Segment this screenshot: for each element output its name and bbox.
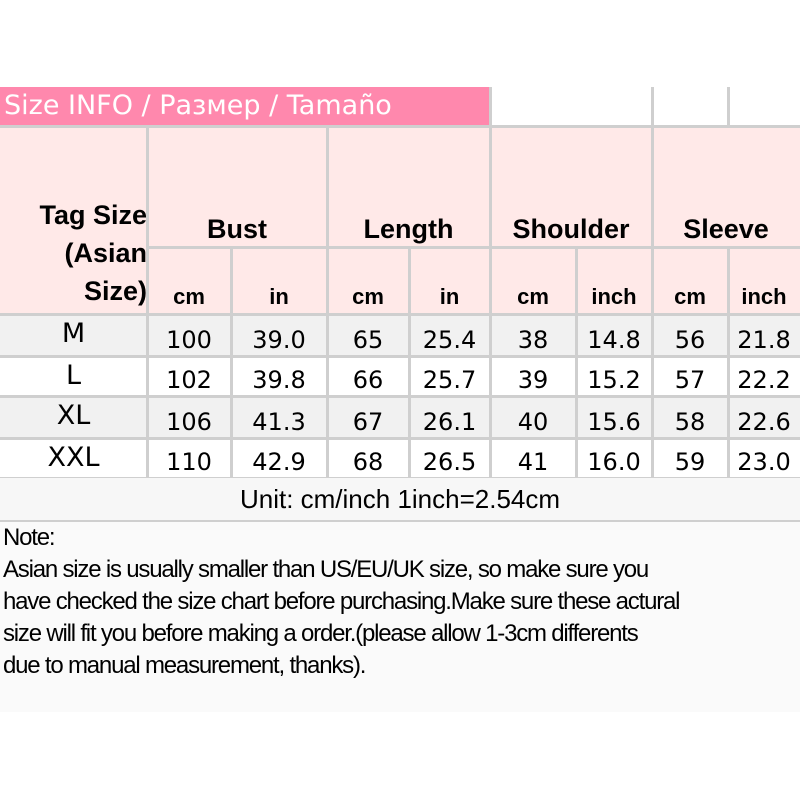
table-cell: 38	[490, 314, 576, 356]
table-cell: 66	[327, 356, 409, 396]
size-label: XXL	[0, 438, 147, 478]
table-cell: 67	[327, 396, 409, 438]
table-cell: 57	[652, 356, 728, 396]
grid-line	[489, 87, 492, 127]
table-cell: 110	[147, 438, 231, 478]
table-cell: 16.0	[576, 438, 652, 478]
unit-header: cm	[490, 247, 576, 314]
table-cell: 15.2	[576, 356, 652, 396]
table-cell: 21.8	[728, 314, 800, 356]
table-cell: 25.7	[409, 356, 490, 396]
grid-line	[489, 127, 492, 478]
unit-header: inch	[576, 247, 652, 314]
size-label: L	[0, 356, 147, 396]
unit-header: cm	[147, 247, 231, 314]
table-cell: 22.2	[728, 356, 800, 396]
column-group-header: Sleeve	[652, 127, 800, 247]
grid-line	[0, 125, 800, 128]
table-cell: 14.8	[576, 314, 652, 356]
size-label: XL	[0, 396, 147, 438]
table-cell: 102	[147, 356, 231, 396]
table-cell: 59	[652, 438, 728, 478]
table-cell: 39	[490, 356, 576, 396]
table-cell: 22.6	[728, 396, 800, 438]
table-cell: 40	[490, 396, 576, 438]
table-cell: 39.8	[231, 356, 327, 396]
grid-line	[326, 127, 329, 478]
table-cell: 26.1	[409, 396, 490, 438]
grid-line	[727, 247, 730, 478]
column-group-header: Length	[327, 127, 490, 247]
table-cell: 106	[147, 396, 231, 438]
grid-line	[0, 355, 800, 358]
unit-header: in	[231, 247, 327, 314]
tag-size-header-line: Tag Size	[39, 200, 147, 230]
grid-line	[727, 87, 730, 127]
table-cell: 15.6	[576, 396, 652, 438]
grid-line	[230, 247, 233, 478]
note-line: size will fit you before making a order.…	[3, 620, 639, 647]
grid-line	[146, 127, 149, 478]
note-label: Note:	[3, 524, 56, 551]
unit-header: cm	[327, 247, 409, 314]
grid-line	[408, 247, 411, 478]
grid-line	[0, 437, 800, 440]
size-label: M	[0, 314, 147, 356]
table-cell: 68	[327, 438, 409, 478]
grid-line	[575, 247, 578, 478]
tag-size-header-line: (Asian	[64, 238, 147, 268]
table-cell: 42.9	[231, 438, 327, 478]
table-cell: 25.4	[409, 314, 490, 356]
unit-header: cm	[652, 247, 728, 314]
table-cell: 39.0	[231, 314, 327, 356]
grid-line	[651, 87, 654, 127]
note-section: Note: Asian size is usually smaller than…	[0, 522, 800, 712]
tag-size-header: Tag Size (Asian Size)	[0, 127, 147, 314]
unit-header: in	[409, 247, 490, 314]
table-cell: 58	[652, 396, 728, 438]
column-group-header: Bust	[147, 127, 327, 247]
table-cell: 41	[490, 438, 576, 478]
table-cell: 41.3	[231, 396, 327, 438]
column-group-header: Shoulder	[490, 127, 652, 247]
table-cell: 23.0	[728, 438, 800, 478]
table-cell: 26.5	[409, 438, 490, 478]
tag-size-header-line: Size)	[83, 276, 147, 306]
table-cell: 65	[327, 314, 409, 356]
note-line: have checked the size chart before purch…	[3, 588, 680, 615]
grid-line	[0, 519, 800, 522]
table-cell: 56	[652, 314, 728, 356]
size-info-title: Size INFO / Размер / Tamaño	[0, 87, 490, 125]
grid-line	[0, 313, 800, 316]
unit-note: Unit: cm/inch 1inch=2.54cm	[0, 478, 800, 520]
unit-header: inch	[728, 247, 800, 314]
note-line: due to manual measurement, thanks).	[3, 652, 366, 679]
grid-line	[147, 246, 800, 249]
note-line: Asian size is usually smaller than US/EU…	[3, 556, 649, 583]
grid-line	[0, 395, 800, 398]
grid-line	[651, 127, 654, 478]
table-cell: 100	[147, 314, 231, 356]
